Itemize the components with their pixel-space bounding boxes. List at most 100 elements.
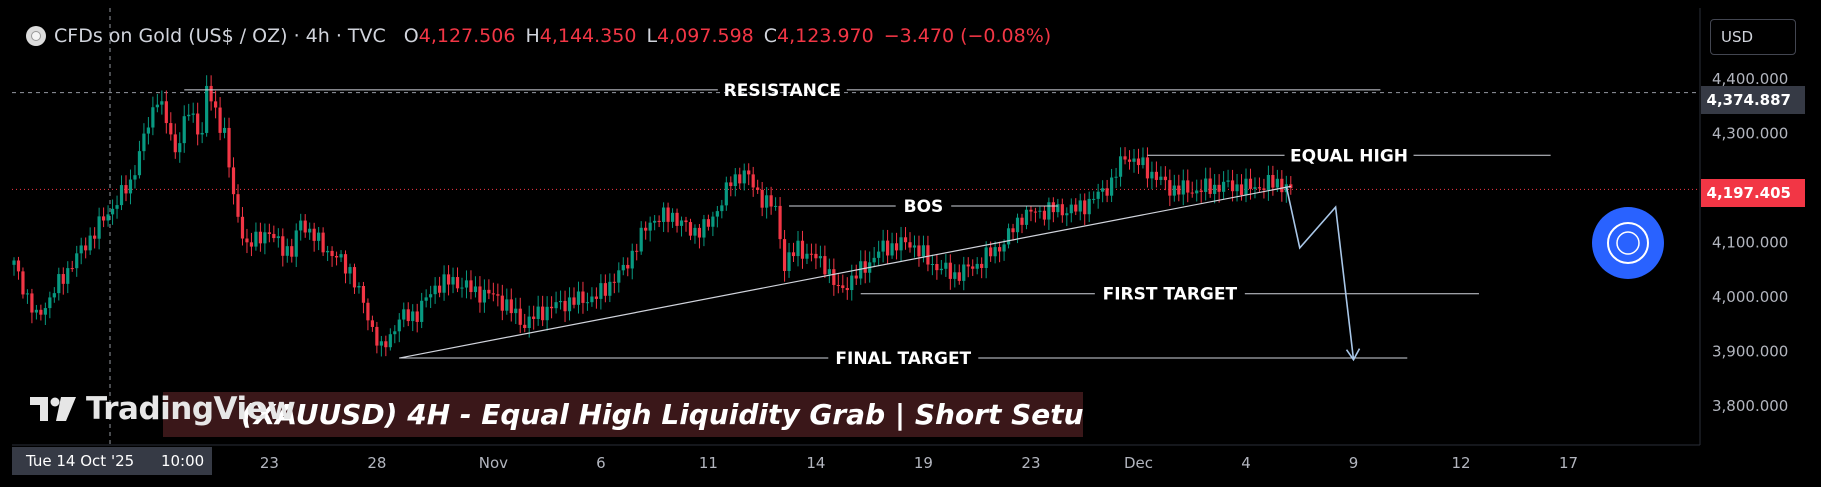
candle-body xyxy=(334,255,339,258)
candle-body xyxy=(782,239,787,272)
candle-body xyxy=(912,245,917,248)
candle-body xyxy=(626,264,630,269)
tradingview-watermark[interactable]: TradingView xyxy=(28,391,296,427)
signal-circle-ring xyxy=(1607,222,1649,264)
candle-body xyxy=(299,220,303,231)
candle-body xyxy=(670,212,675,222)
resistance-price-tag: 4,374.887 xyxy=(1701,86,1805,114)
candle-body xyxy=(451,277,455,285)
candle-body xyxy=(433,285,437,295)
candle-body xyxy=(308,228,312,233)
candle-body xyxy=(1002,244,1006,252)
candle-body xyxy=(550,306,554,309)
candle-body xyxy=(375,326,379,346)
candle-body xyxy=(1262,188,1266,190)
currency-button[interactable]: USD xyxy=(1710,19,1796,55)
candle-body xyxy=(357,286,361,288)
candle-body xyxy=(1114,176,1118,178)
candle-body xyxy=(1163,176,1167,181)
candle-body xyxy=(724,182,728,206)
candle-body xyxy=(66,268,70,284)
candle-body xyxy=(787,252,791,272)
x-tick-label: 17 xyxy=(1559,454,1578,472)
candle-body xyxy=(1266,174,1270,190)
candle-body xyxy=(491,293,495,295)
candle-body xyxy=(75,253,79,269)
candle-body xyxy=(164,101,168,124)
candle-body xyxy=(1042,210,1046,220)
candle-body xyxy=(532,316,536,319)
candle-body xyxy=(558,300,563,303)
candle-body xyxy=(890,243,894,256)
candle-body xyxy=(478,286,482,303)
candle-body xyxy=(245,238,249,243)
candle-body xyxy=(119,185,124,206)
candle-body xyxy=(827,269,831,275)
candle-body xyxy=(1253,187,1257,189)
candle-body xyxy=(930,263,934,265)
candle-body xyxy=(254,231,258,247)
candle-body xyxy=(1024,209,1029,225)
candle-body xyxy=(326,250,330,253)
candle-body xyxy=(706,219,710,227)
chart-header: CFDs on Gold (US$ / OZ) · 4h · TVC O 4,1… xyxy=(26,22,1061,50)
candle-body xyxy=(137,151,142,176)
y-tick-label: 4,400.000 xyxy=(1712,70,1788,88)
candle-body xyxy=(496,294,500,296)
candle-body xyxy=(1181,180,1185,195)
candle-body xyxy=(352,267,357,288)
candle-body xyxy=(872,257,876,263)
candle-body xyxy=(1118,156,1123,177)
candle-body xyxy=(805,253,809,259)
candle-body xyxy=(527,316,531,329)
candle-body xyxy=(397,319,401,332)
candle-body xyxy=(272,233,276,239)
candle-body xyxy=(500,295,504,311)
tradingview-wordmark: TradingView xyxy=(86,391,296,427)
candle-body xyxy=(729,182,733,187)
candle-body xyxy=(590,296,594,303)
candle-body xyxy=(733,174,737,187)
candle-body xyxy=(200,132,204,135)
candle-body xyxy=(1159,176,1163,180)
symbol-name[interactable]: CFDs on Gold (US$ / OZ) · 4h · TVC xyxy=(54,25,386,47)
x-tick-label: 4 xyxy=(1241,454,1251,472)
annotation-label: BOS xyxy=(904,197,944,217)
candle-body xyxy=(1083,200,1087,215)
candle-body xyxy=(886,240,890,256)
candle-body xyxy=(1051,202,1055,213)
high-value: 4,144.350 xyxy=(539,25,637,47)
annotation-label: RESISTANCE xyxy=(724,81,841,101)
candle-body xyxy=(1213,184,1217,194)
candle-body xyxy=(155,104,159,108)
candle-body xyxy=(1060,204,1064,216)
candle-body xyxy=(1186,180,1190,193)
candle-body xyxy=(379,341,383,346)
candle-body xyxy=(249,242,254,247)
candle-body xyxy=(402,309,406,320)
candle-body xyxy=(1132,158,1136,162)
candle-body xyxy=(128,179,133,194)
candle-body xyxy=(1096,191,1100,199)
candle-body xyxy=(187,114,191,117)
candle-body xyxy=(809,253,814,255)
candle-body xyxy=(1204,178,1208,192)
candle-body xyxy=(765,195,769,208)
candle-body xyxy=(182,116,186,144)
candle-body xyxy=(599,283,603,299)
open-value: 4,127.506 xyxy=(418,25,516,47)
gold-symbol-icon xyxy=(26,26,46,46)
candle-body xyxy=(442,274,446,293)
candle-body xyxy=(747,170,751,175)
candle-body xyxy=(366,302,370,321)
candle-body xyxy=(1145,157,1150,179)
candle-body xyxy=(173,134,177,153)
candle-body xyxy=(79,245,83,254)
signal-circle-icon[interactable] xyxy=(1592,207,1664,279)
candle-body xyxy=(832,269,836,285)
candle-body xyxy=(738,174,742,184)
candle-body xyxy=(420,300,424,322)
candle-body xyxy=(1150,171,1154,179)
candle-body xyxy=(1127,159,1132,162)
